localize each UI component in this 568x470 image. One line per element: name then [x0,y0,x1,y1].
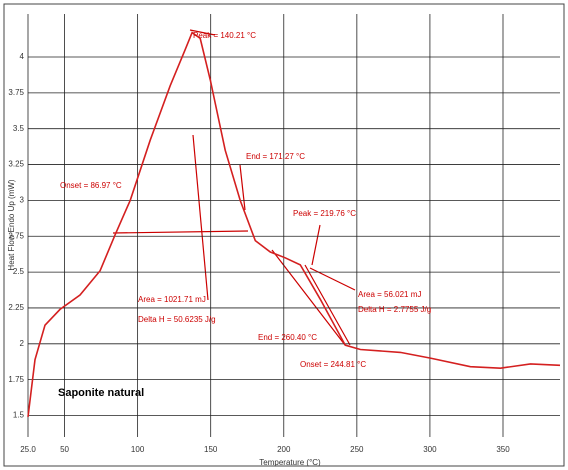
annotation: Delta H = 50.6235 J/g [138,315,216,324]
chart-title: Saponite natural [58,387,144,399]
y-tick-label: 3.5 [13,124,25,133]
x-tick-label: 350 [496,445,510,454]
annotation: Area = 56.021 mJ [358,290,421,299]
annotation: Delta H = 2.7755 J/g [358,305,431,314]
x-tick-label: 250 [350,445,364,454]
annotation: End = 171.27 °C [246,152,305,161]
data-line [27,31,561,417]
y-tick-label: 3.25 [8,160,24,169]
y-tick-label: 1.5 [13,411,25,420]
annotation: Onset = 86.97 °C [60,181,122,190]
x-tick-label: 150 [204,445,218,454]
annotation: Area = 1021.71 mJ [138,295,206,304]
y-tick-label: 2.5 [13,267,25,276]
y-tick-label: 1.75 [8,375,24,384]
x-tick-label: 100 [131,445,145,454]
x-tick-label: 300 [423,445,437,454]
frame [3,3,565,467]
y-tick-label: 2.75 [8,231,24,240]
y-tick-label: 3.75 [8,88,24,97]
y-tick-label: 2.25 [8,303,24,312]
y-axis-label: Heat Flow Endo Up (mW) [7,179,16,270]
y-tick-label: 4 [20,52,25,61]
y-tick-label: 2 [20,339,25,348]
y-tick-label: 3 [20,196,25,205]
x-axis-label: Temperature (°C) [259,458,321,467]
annotation: Peak = 219.76 °C [293,209,356,218]
x-tick-label: 25.0 [20,445,36,454]
annotation: End = 260.40 °C [258,333,317,342]
x-tick-label: 50 [60,445,69,454]
annotation: Onset = 244.81 °C [300,360,366,369]
x-tick-label: 200 [277,445,291,454]
annotation: Peak = 140.21 °C [193,31,256,40]
